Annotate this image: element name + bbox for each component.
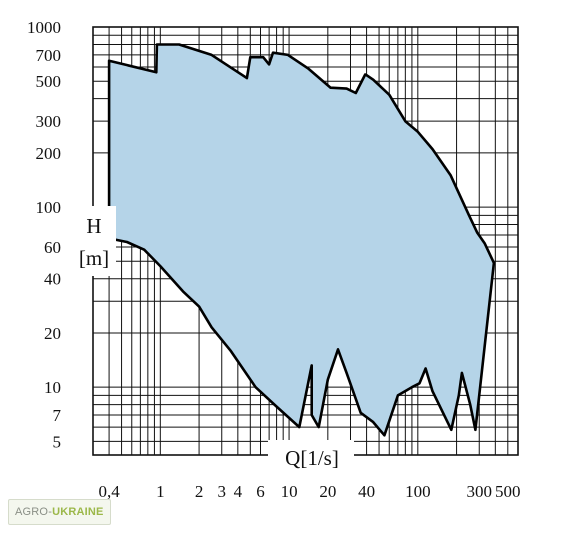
y-tick-label: 20 bbox=[44, 324, 61, 343]
tick-labels: 0,4 1 2 3 4 6 10 20 40 100 300 50010007005003002001… bbox=[27, 18, 521, 501]
x-tick-label: 1 bbox=[156, 482, 165, 501]
x-axis-label-background bbox=[268, 440, 354, 474]
y-tick-label: 40 bbox=[44, 270, 61, 289]
y-tick-label: 1000 bbox=[27, 18, 61, 37]
x-tick-label: 20 bbox=[319, 482, 336, 501]
y-axis-label-unit: [m] bbox=[79, 246, 109, 270]
x-axis-label: Q[1/s] bbox=[285, 446, 339, 470]
y-tick-label: 60 bbox=[44, 238, 61, 257]
y-tick-label: 5 bbox=[53, 432, 62, 451]
x-tick-label: 6 bbox=[256, 482, 265, 501]
x-tick-label: 300 bbox=[466, 482, 492, 501]
y-tick-label: 500 bbox=[36, 72, 62, 91]
watermark-text-agro: AGRO- bbox=[15, 506, 53, 518]
x-tick-label: 4 bbox=[234, 482, 243, 501]
y-tick-label: 200 bbox=[36, 144, 62, 163]
watermark-logo: AGRO-UKRAINE bbox=[8, 499, 111, 525]
y-tick-label: 100 bbox=[36, 198, 62, 217]
x-tick-label: 2 bbox=[195, 482, 204, 501]
x-tick-label: 500 bbox=[495, 482, 521, 501]
x-tick-label: 0,4 bbox=[98, 482, 120, 501]
y-tick-label: 10 bbox=[44, 378, 61, 397]
x-tick-label: 100 bbox=[405, 482, 431, 501]
watermark-text-ukraine: UKRAINE bbox=[52, 506, 104, 518]
y-tick-label: 300 bbox=[36, 112, 62, 131]
y-axis-label-quantity: H bbox=[86, 214, 101, 238]
x-tick-label: 3 bbox=[217, 482, 226, 501]
y-tick-label: 700 bbox=[36, 46, 62, 65]
pump-range-envelope bbox=[107, 43, 496, 437]
x-tick-label: 40 bbox=[358, 482, 375, 501]
y-tick-label: 7 bbox=[53, 406, 62, 425]
y-axis-label-background bbox=[72, 206, 116, 276]
x-tick-label: 10 bbox=[281, 482, 298, 501]
